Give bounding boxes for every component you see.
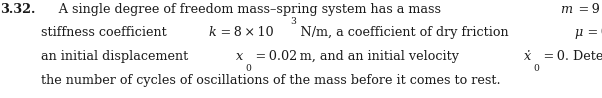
Text: ẋ: ẋ bbox=[524, 50, 531, 63]
Text: 3.32.: 3.32. bbox=[0, 3, 36, 16]
Text: = 0.02 m, and an initial velocity: = 0.02 m, and an initial velocity bbox=[253, 50, 463, 63]
Text: = 0.15,: = 0.15, bbox=[585, 26, 602, 39]
Text: = 0. Determine: = 0. Determine bbox=[541, 50, 602, 63]
Text: the number of cycles of oscillations of the mass before it comes to rest.: the number of cycles of oscillations of … bbox=[41, 74, 500, 87]
Text: 0: 0 bbox=[533, 64, 539, 73]
Text: N/m, a coefficient of dry friction: N/m, a coefficient of dry friction bbox=[298, 26, 512, 39]
Text: 3: 3 bbox=[290, 17, 296, 25]
Text: = 8 × 10: = 8 × 10 bbox=[219, 26, 274, 39]
Text: x: x bbox=[236, 50, 243, 63]
Text: an initial displacement: an initial displacement bbox=[41, 50, 192, 63]
Text: stiffness coefficient: stiffness coefficient bbox=[41, 26, 171, 39]
Text: 0: 0 bbox=[246, 64, 251, 73]
Text: m: m bbox=[560, 3, 573, 16]
Text: μ: μ bbox=[575, 26, 583, 39]
Text: = 9 kg, a spring: = 9 kg, a spring bbox=[576, 3, 602, 16]
Text: A single degree of freedom mass–spring system has a mass: A single degree of freedom mass–spring s… bbox=[46, 3, 445, 16]
Text: k: k bbox=[208, 26, 216, 39]
